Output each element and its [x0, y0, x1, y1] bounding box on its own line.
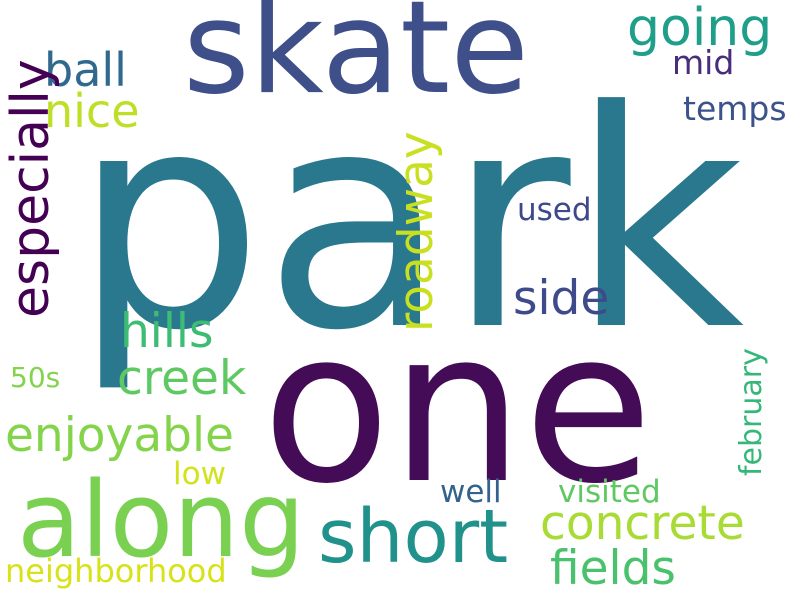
word-enjoyable: enjoyable: [5, 408, 234, 463]
word-visited: visited: [558, 474, 661, 510]
word-especially: especially: [1, 59, 61, 318]
word-short: short: [318, 494, 509, 580]
word-temps: temps: [683, 89, 787, 128]
word-mid: mid: [672, 43, 735, 82]
word-creek: creek: [117, 351, 247, 406]
word-roadway: roadway: [389, 131, 444, 332]
word-along: along: [17, 459, 306, 581]
word-neighborhood: neighborhood: [5, 552, 227, 590]
word-skate: skate: [183, 0, 529, 123]
word-one: one: [262, 285, 653, 530]
word-well: well: [440, 474, 502, 510]
word-nice: nice: [44, 84, 140, 138]
word-50s: 50s: [10, 361, 61, 394]
word-park: park: [73, 47, 745, 396]
word-concrete: concrete: [540, 496, 745, 551]
word-hills: hills: [120, 304, 214, 359]
word-february: february: [734, 348, 769, 476]
word-low: low: [173, 456, 226, 492]
word-ball: ball: [44, 43, 127, 97]
word-side: side: [513, 271, 610, 326]
word-going: going: [627, 0, 773, 58]
word-used: used: [517, 192, 592, 228]
word-fields: fields: [550, 541, 676, 596]
